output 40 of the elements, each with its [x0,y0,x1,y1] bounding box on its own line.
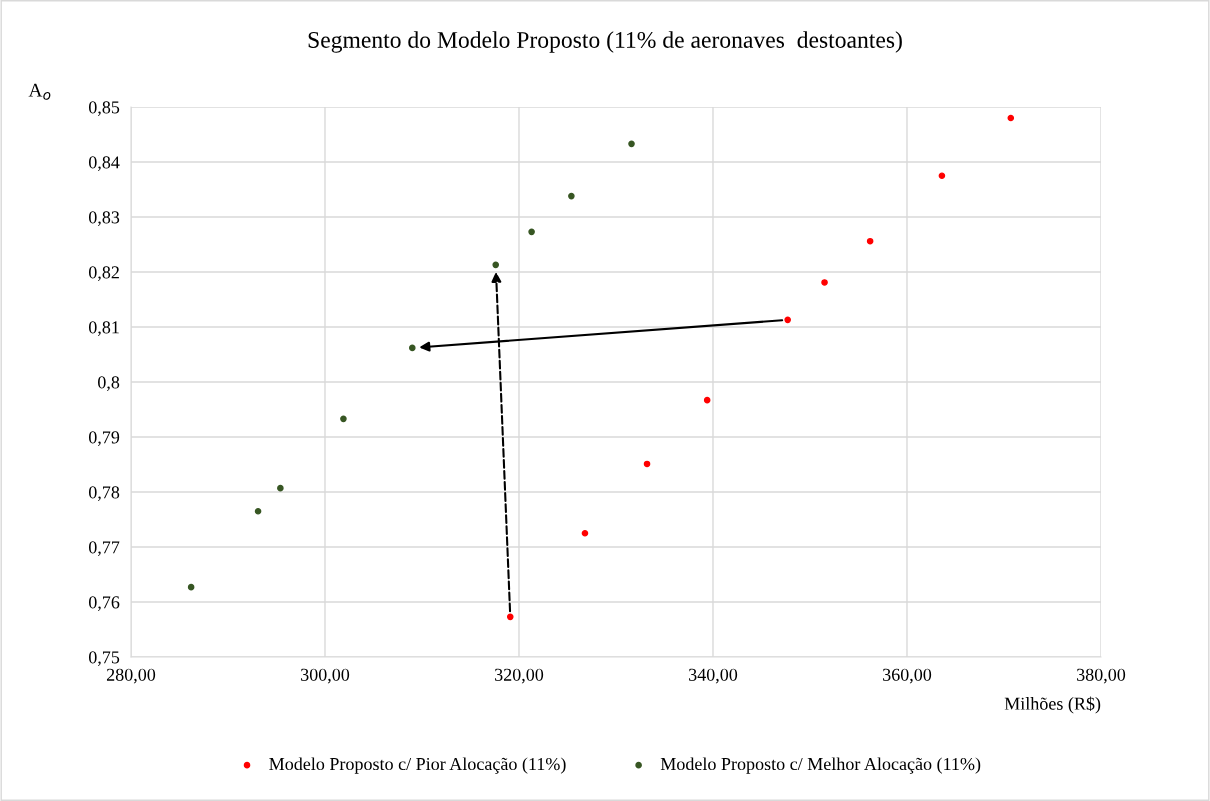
point [938,172,946,180]
y-tick-label: 0,82 [88,266,119,282]
y-tick-label: 0,79 [88,431,120,447]
x-tick-label: 360,00 [883,668,932,684]
x-tick-label: 320,00 [495,668,544,684]
point [866,237,874,245]
point [528,228,535,236]
point [568,192,575,200]
y-tick-label: 0,85 [88,101,120,117]
y-tick-label: 0,78 [88,486,120,502]
y-tick-label: 0,8 [98,376,120,392]
point [628,140,635,148]
x-tick-label: 280,00 [106,668,156,684]
y-tick-label: 0,83 [88,211,120,227]
x-tick-label: 380,00 [1077,668,1126,684]
y-tick-label: 0,75 [88,651,120,667]
x-axis-title: Milhões (R$) [1004,696,1101,714]
x-tick-label: 340,00 [689,668,738,684]
y-tick-label: 0,81 [88,321,119,337]
y-tick-label: 0,84 [88,156,120,172]
point [187,583,195,591]
point [340,415,347,423]
point [581,529,589,537]
y-tick-label: 0,77 [88,541,120,557]
legend-label: Modelo Proposto c/ Melhor Alocação (11%) [660,757,981,774]
point [784,316,791,324]
point [643,460,651,468]
x-tick-label: 300,00 [301,668,350,684]
legend-label: Modelo Proposto c/ Pior Alocação (11%) [269,757,566,774]
point [254,507,262,515]
point [492,261,500,269]
chart-title: Segmento do Modelo Proposto (11% de aeronaves destoantes) [308,31,902,53]
point [821,279,828,286]
point [277,484,284,492]
point [409,344,416,352]
y-tick-label: 0,76 [88,596,120,612]
point [506,613,514,621]
point [703,396,711,404]
y-axis-title: A$_{o}$ [28,83,51,100]
point [1007,114,1015,122]
